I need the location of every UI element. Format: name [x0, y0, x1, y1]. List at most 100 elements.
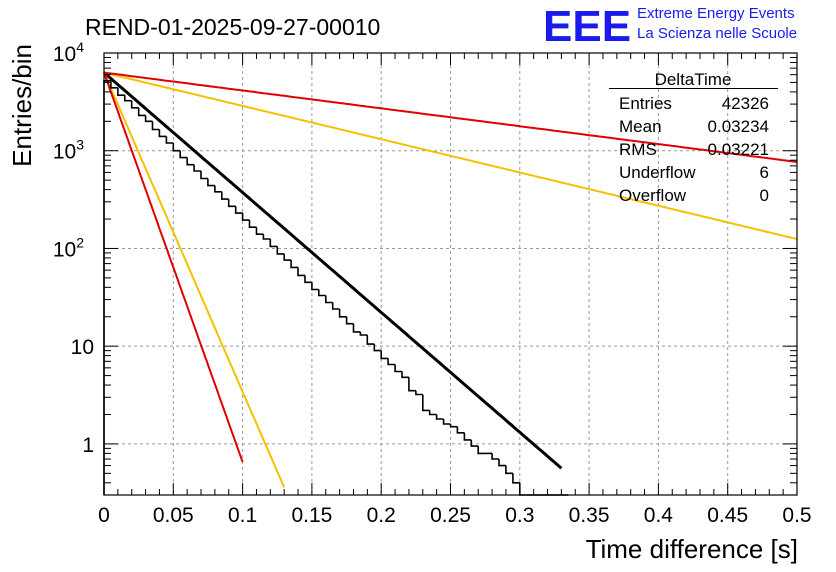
x-tick-label: 0.3 [505, 504, 534, 527]
histogram-bin [227, 199, 236, 208]
histogram-bin [394, 364, 402, 373]
stats-value: 6 [760, 163, 769, 182]
histogram-bin [172, 143, 181, 152]
histogram-bin [297, 267, 305, 277]
stats-box: DeltaTime Entries 42326 Mean 0.03234 RMS 0.03… [609, 70, 778, 205]
fit-curve-lower-steep [103, 72, 244, 463]
fit-curve-upper-slow [103, 71, 798, 240]
x-tick-label: 0.35 [569, 504, 610, 527]
histogram-bin [130, 100, 139, 109]
x-axis-label: Time difference [s] [586, 534, 798, 564]
y-tick-label: 1 [82, 434, 94, 457]
logo-line2: La Scienza nelle Scuole [637, 25, 797, 42]
histogram-bin [325, 295, 333, 304]
eee-logo: EEE Extreme Energy Events La Scienza nel… [543, 2, 797, 51]
histogram-bin [165, 136, 174, 144]
stats-box-title: DeltaTime [655, 70, 732, 89]
fit-curves [103, 71, 798, 488]
histogram-bin [255, 227, 264, 235]
histogram-bin [318, 289, 326, 297]
histogram-bin [179, 150, 188, 159]
histogram-bin [498, 459, 506, 467]
stats-value: 0.03221 [708, 140, 769, 159]
logo-eee-text: EEE [543, 2, 631, 51]
histogram-bin [401, 371, 409, 379]
stats-value: 42326 [722, 94, 769, 113]
histogram-bin [359, 331, 368, 336]
histogram-bin [387, 358, 396, 366]
grid-lines [104, 53, 797, 495]
histogram-bin [422, 394, 430, 412]
histogram-bin [505, 465, 513, 475]
histogram-bin [477, 446, 486, 455]
histogram-bin [221, 191, 229, 200]
stats-label: RMS [619, 140, 657, 159]
histogram-bin [345, 316, 354, 325]
histogram-bin [193, 164, 201, 172]
y-tick-label: 102 [53, 234, 84, 261]
histogram-bin [290, 260, 298, 269]
y-tick-label: 103 [53, 137, 84, 164]
histogram-bin [248, 220, 257, 228]
logo-line1: Extreme Energy Events [637, 5, 795, 22]
histogram-bin [144, 115, 153, 123]
histogram-bin [241, 213, 250, 221]
axes: 0 0.05 0.1 0.15 0.2 0.25 0.3 0.35 0.4 0.45 0.5 1 10 1… [53, 39, 812, 527]
histogram-bin [214, 185, 222, 193]
histogram-bin [470, 439, 479, 447]
x-tick-label: 0.45 [707, 504, 748, 527]
chart-title: REND-01-2025-09-27-00010 [85, 14, 380, 40]
histogram-bin [442, 419, 451, 425]
fit-curve-upper-steep [103, 72, 286, 488]
histogram-bin [262, 234, 271, 240]
histogram-bin [304, 275, 312, 284]
x-tick-label: 0.25 [430, 504, 471, 527]
histogram-bin [283, 253, 292, 261]
x-tick-label: 0.5 [782, 504, 811, 527]
histogram-bin [463, 432, 472, 441]
stats-rows: Entries 42326 Mean 0.03234 RMS 0.03221 Underfl… [619, 94, 769, 205]
histogram-bin [311, 282, 319, 291]
histogram-bin [117, 87, 125, 96]
histogram-bin [491, 453, 499, 460]
histogram-bin [408, 377, 416, 392]
x-tick-label: 0 [98, 504, 110, 527]
histogram-bin [186, 157, 195, 166]
histogram-bin [103, 80, 111, 495]
histogram-bin [338, 309, 347, 318]
stats-label: Underflow [619, 163, 696, 182]
x-tick-label: 0.15 [291, 504, 332, 527]
stats-value: 0 [760, 186, 769, 205]
x-tick-label: 0.05 [153, 504, 194, 527]
histogram-bin [331, 302, 340, 310]
y-axis-label: Entries/bin [7, 44, 37, 167]
stats-label: Entries [619, 94, 672, 113]
histogram-bin [366, 335, 375, 345]
histogram-bin [151, 121, 160, 131]
fit-curve-fit [103, 71, 563, 470]
stats-label: Overflow [619, 186, 687, 205]
histogram-bin [234, 206, 243, 214]
histogram-bin [519, 482, 527, 496]
histogram-bin [269, 239, 278, 248]
fit-curve-lower-slow [103, 71, 798, 163]
histogram-bin [456, 426, 465, 434]
stats-label: Mean [619, 117, 662, 136]
histogram-bin [435, 414, 444, 420]
x-tick-label: 0.1 [228, 504, 257, 527]
histogram-bin [373, 344, 382, 352]
plot-frame [103, 52, 798, 496]
x-tick-label: 0.2 [367, 504, 396, 527]
histogram-bin [449, 424, 458, 428]
stats-value: 0.03234 [708, 117, 769, 136]
x-tick-label: 0.4 [644, 504, 674, 527]
histogram-bin [124, 95, 132, 102]
y-tick-label: 10 [71, 336, 94, 359]
histogram-bin [200, 171, 208, 180]
histogram-bin [352, 323, 361, 333]
histogram-bin [428, 410, 437, 416]
histogram-bin [512, 473, 520, 484]
y-tick-label: 104 [53, 39, 84, 66]
